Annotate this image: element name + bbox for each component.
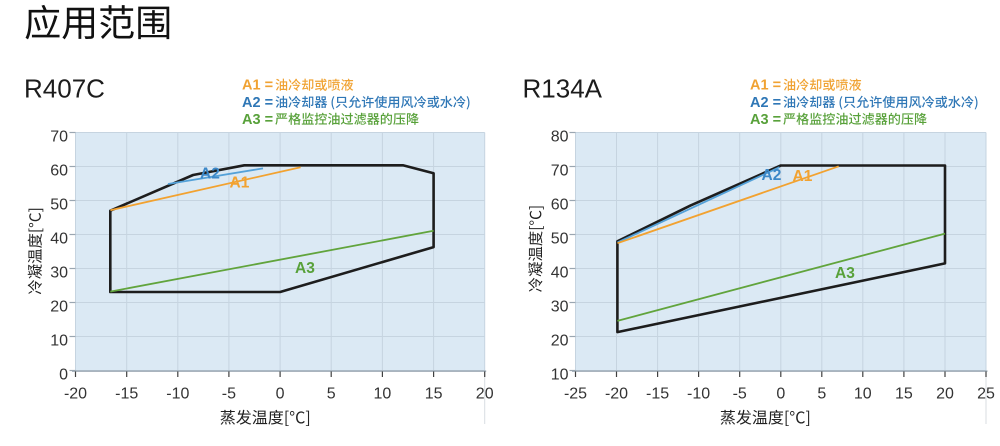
svg-text:-5: -5 — [222, 386, 236, 403]
svg-text:30: 30 — [50, 265, 68, 282]
svg-text:A1 =: A1 = — [242, 78, 273, 94]
svg-text:70: 70 — [50, 129, 68, 146]
svg-text:A2 =: A2 = — [750, 95, 781, 111]
svg-text:40: 40 — [551, 265, 569, 282]
svg-text:A2: A2 — [762, 167, 782, 184]
svg-text:30: 30 — [551, 299, 569, 316]
svg-text:-5: -5 — [733, 386, 747, 403]
svg-text:80: 80 — [551, 129, 569, 146]
svg-text:40: 40 — [50, 231, 68, 248]
svg-text:A2: A2 — [200, 166, 220, 183]
svg-text:20: 20 — [476, 386, 494, 403]
svg-text:0: 0 — [276, 386, 285, 403]
svg-text:20: 20 — [50, 299, 68, 316]
svg-text:A3: A3 — [835, 265, 855, 282]
svg-text:R134A: R134A — [523, 74, 603, 104]
svg-text:R407C: R407C — [24, 74, 105, 104]
svg-text:A3: A3 — [295, 260, 315, 277]
svg-text:25: 25 — [977, 386, 995, 403]
svg-text:0: 0 — [59, 367, 68, 384]
svg-text:-15: -15 — [115, 386, 138, 403]
svg-text:50: 50 — [551, 231, 569, 248]
svg-text:15: 15 — [425, 386, 443, 403]
svg-text:A1 =: A1 = — [750, 78, 781, 94]
svg-text:A3 =: A3 = — [242, 112, 273, 128]
svg-text:-10: -10 — [166, 386, 189, 403]
svg-text:10: 10 — [854, 386, 872, 403]
svg-text:10: 10 — [50, 333, 68, 350]
svg-text:70: 70 — [551, 163, 569, 180]
svg-text:10: 10 — [551, 367, 569, 384]
svg-text:-20: -20 — [605, 386, 628, 403]
svg-text:-25: -25 — [564, 386, 587, 403]
svg-text:60: 60 — [551, 197, 569, 214]
svg-text:5: 5 — [327, 386, 336, 403]
svg-text:-15: -15 — [646, 386, 669, 403]
svg-text:5: 5 — [817, 386, 826, 403]
svg-text:-20: -20 — [64, 386, 87, 403]
svg-text:15: 15 — [895, 386, 913, 403]
svg-text:20: 20 — [936, 386, 954, 403]
svg-text:50: 50 — [50, 197, 68, 214]
svg-text:A3 =: A3 = — [750, 112, 781, 128]
svg-text:-10: -10 — [687, 386, 710, 403]
svg-text:A2 =: A2 = — [242, 95, 273, 111]
svg-text:60: 60 — [50, 163, 68, 180]
svg-text:20: 20 — [551, 333, 569, 350]
svg-text:A1: A1 — [230, 175, 250, 192]
svg-text:0: 0 — [776, 386, 785, 403]
svg-text:A1: A1 — [793, 168, 813, 185]
svg-text:10: 10 — [374, 386, 392, 403]
